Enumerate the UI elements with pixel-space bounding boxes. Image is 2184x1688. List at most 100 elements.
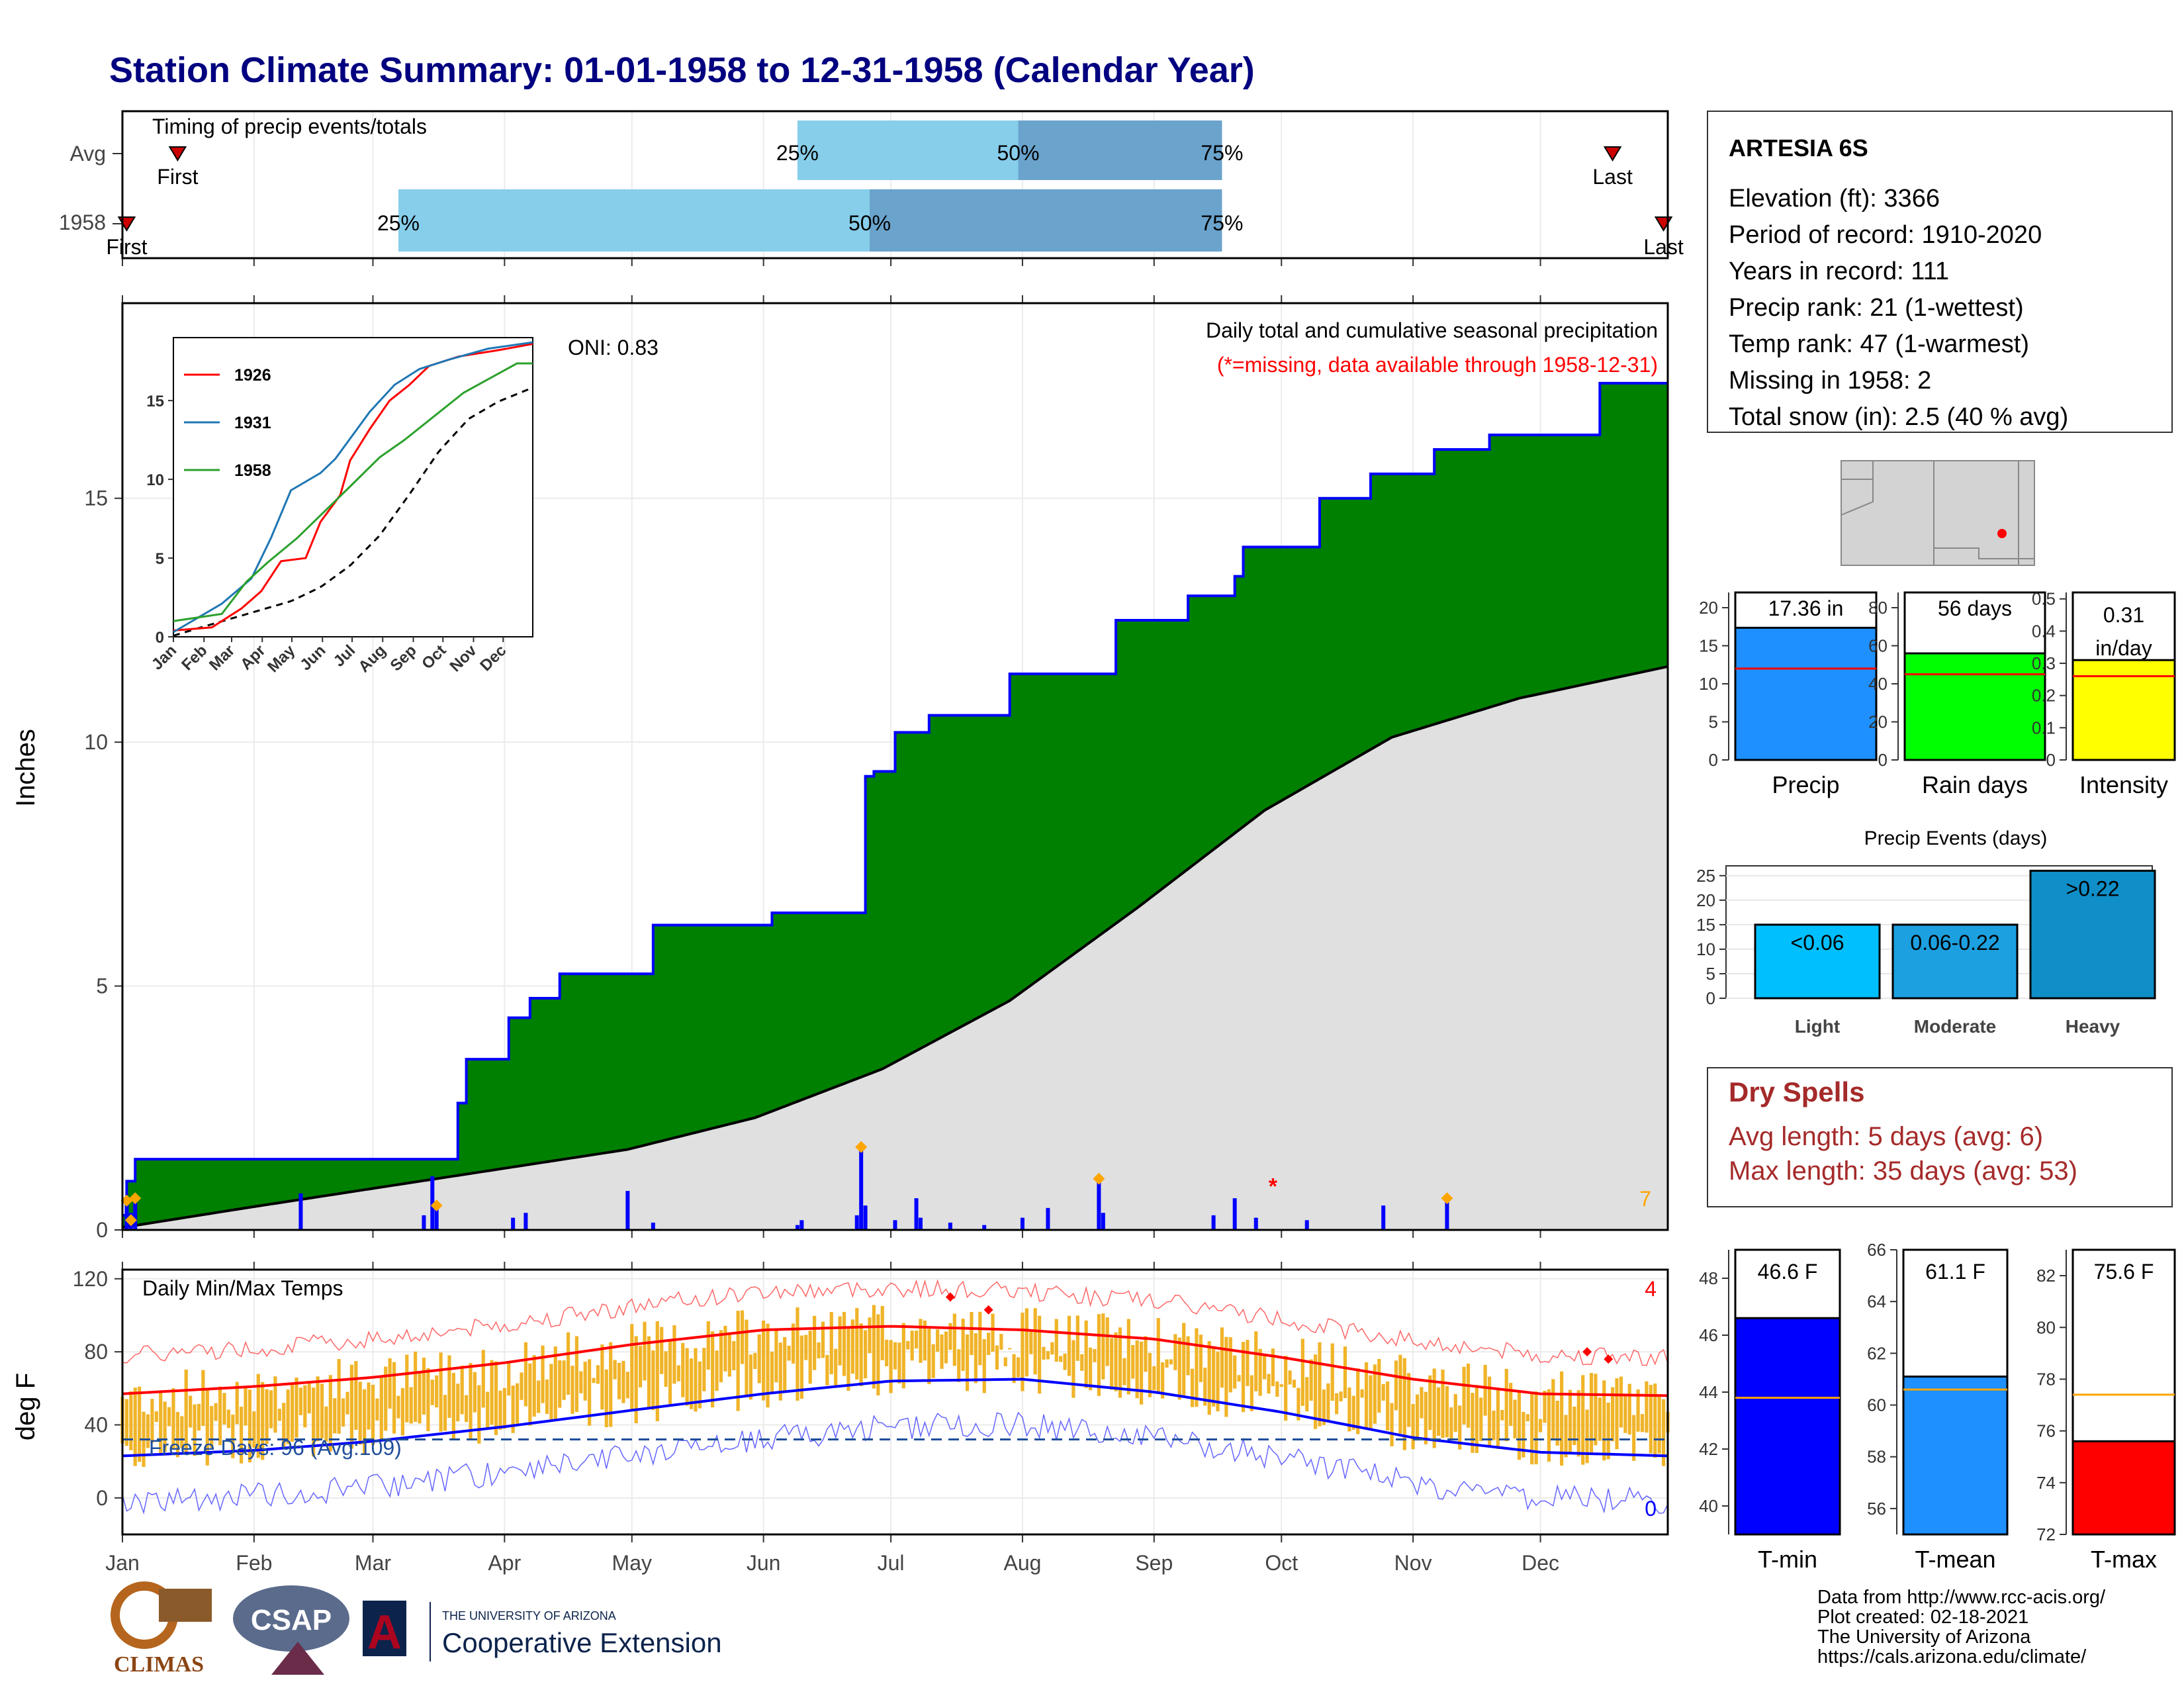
daily-temp-bar-124 (643, 1321, 647, 1381)
daily-temp-bar-321 (1479, 1397, 1483, 1441)
temp-panel-frame (121, 1268, 1669, 1536)
station-name: ARTESIA 6S (1729, 134, 1868, 162)
daily-temp-bar-295 (1369, 1375, 1373, 1430)
daily-temp-bar-68 (405, 1354, 409, 1423)
daily-temp-bar-89 (494, 1361, 498, 1435)
temp-summary-ytick-label-2-2: 76 (2036, 1421, 2056, 1441)
station-box-frame (1707, 111, 2173, 433)
avg-max-temp-line (122, 1325, 1668, 1397)
timing-last-label-1958: Last (1643, 235, 1684, 259)
daily-temp-bar-135 (689, 1358, 694, 1409)
daily-temp-bar-215 (1029, 1331, 1033, 1354)
daily-temp-bar-250 (1177, 1337, 1181, 1400)
daily-temp-bar-174 (855, 1308, 859, 1380)
daily-temp-bar-95 (520, 1372, 523, 1400)
daily-temp-bar-216 (1033, 1308, 1037, 1375)
daily-temp-bar-361 (1649, 1385, 1653, 1454)
daily-temp-bar-61 (375, 1398, 379, 1421)
daily-temp-bar-170 (838, 1316, 842, 1366)
daily-temp-bar-38 (277, 1409, 281, 1421)
daily-temp-bar-334 (1534, 1391, 1538, 1465)
daily-temp-bar-297 (1377, 1358, 1381, 1413)
daily-temp-bar-109 (579, 1371, 583, 1393)
summary-ytick-label-0-1: 5 (1709, 712, 1718, 732)
daily-temp-bar-238 (1126, 1319, 1130, 1395)
daily-temp-bar-7 (146, 1414, 150, 1448)
daily-temp-bar-299 (1386, 1381, 1390, 1430)
daily-temp-bar-357 (1632, 1415, 1636, 1461)
daily-temp-bar-123 (639, 1346, 643, 1387)
timing-row-label-avg: Avg (69, 142, 106, 165)
temp-summary-ytick-label-0-2: 44 (1699, 1382, 1718, 1402)
inset-average-line (173, 387, 533, 637)
daily-temp-bar-202 (974, 1333, 978, 1383)
daily-temp-bar-102 (549, 1364, 553, 1422)
extreme-event-marker-4 (855, 1141, 868, 1153)
daily-temp-bar-65 (392, 1362, 396, 1434)
daily-temp-bar-281 (1309, 1359, 1313, 1401)
daily-temp-bar-211 (1012, 1354, 1016, 1383)
csap-logo-mountain (271, 1642, 324, 1675)
events-ytick-label-0: 0 (1706, 988, 1715, 1008)
temp-summary-ytick-label-2-0: 72 (2036, 1524, 2056, 1544)
daily-temp-bar-97 (528, 1363, 532, 1426)
daily-temp-bar-84 (473, 1372, 477, 1413)
summary-ytick-label-2-1: 0.1 (2032, 718, 2056, 737)
daily-temp-bar-322 (1483, 1364, 1487, 1416)
daily-temp-bar-230 (1093, 1348, 1097, 1362)
daily-temp-bar-244 (1152, 1366, 1156, 1390)
daily-temp-bar-188 (914, 1331, 919, 1349)
daily-temp-bar-257 (1207, 1340, 1211, 1415)
avg-min-temp-line (122, 1378, 1668, 1458)
daily-temp-bar-126 (651, 1350, 655, 1411)
precip-events-chart: Precip Events (days) 0 5 10 15 20 25 <0.06 Light… (1696, 827, 2156, 1037)
daily-temp-bar-273 (1275, 1381, 1279, 1397)
daily-temp-bar-287 (1335, 1393, 1339, 1415)
daily-temp-bar-328 (1509, 1383, 1513, 1427)
daily-precip-bar-13 (854, 1215, 859, 1230)
daily-temp-bar-354 (1619, 1376, 1623, 1428)
daily-temp-bar-164 (813, 1315, 817, 1370)
temp-summary-ytick-label-1-5: 66 (1867, 1240, 1886, 1260)
daily-temp-bar-333 (1530, 1393, 1534, 1465)
daily-temp-bar-125 (647, 1336, 651, 1409)
daily-temp-bar-15 (180, 1416, 184, 1448)
daily-precip-bar-15 (863, 1205, 868, 1230)
daily-temp-bar-70 (414, 1351, 418, 1423)
ua-logo-a: A (367, 1606, 402, 1659)
daily-temp-bar-210 (1008, 1348, 1012, 1350)
precip-panel: 0 5 10 15 * Daily total and cumulative seas… (11, 295, 1669, 1242)
daily-temp-bar-213 (1021, 1313, 1024, 1391)
daily-temp-bar-153 (766, 1323, 770, 1408)
daily-precip-bar-5 (430, 1176, 435, 1230)
daily-temp-bar-274 (1279, 1384, 1283, 1387)
daily-temp-bar-201 (970, 1311, 974, 1356)
daily-temp-bar-99 (537, 1380, 541, 1413)
daily-temp-bar-298 (1381, 1383, 1385, 1401)
dry-spells-avg: Avg length: 5 days (avg: 6) (1729, 1122, 2043, 1151)
daily-temp-bar-171 (842, 1311, 846, 1376)
daily-precip-bar-12 (799, 1220, 804, 1230)
daily-temp-bar-286 (1330, 1343, 1334, 1401)
daily-temp-bar-283 (1318, 1342, 1322, 1427)
daily-temp-bar-344 (1576, 1390, 1580, 1457)
daily-temp-bar-311 (1436, 1387, 1441, 1436)
temp-ytick-label-3: 120 (73, 1267, 108, 1291)
extreme-event-marker-3 (430, 1199, 443, 1212)
precip-marks: * (120, 381, 1668, 1230)
daily-temp-bar-249 (1173, 1334, 1177, 1370)
daily-temp-bar-120 (625, 1372, 629, 1399)
summary-unit-2: in/day (2095, 636, 2152, 660)
daily-temp-bar-3 (129, 1391, 133, 1450)
daily-temp-bar-285 (1326, 1383, 1330, 1423)
summary-value-0: 17.36 in (1768, 596, 1844, 620)
inset-series-line-1958 (173, 362, 533, 622)
summary-label-2: Intensity (2079, 771, 2168, 798)
summary-ytick-label-1-4: 80 (1868, 598, 1888, 618)
daily-temp-bar-259 (1216, 1351, 1220, 1412)
daily-temp-bar-12 (167, 1407, 171, 1427)
daily-precip-bar-22 (1046, 1207, 1050, 1230)
inset-ytick-label-1: 5 (156, 550, 164, 568)
daily-temp-bar-98 (532, 1355, 536, 1417)
